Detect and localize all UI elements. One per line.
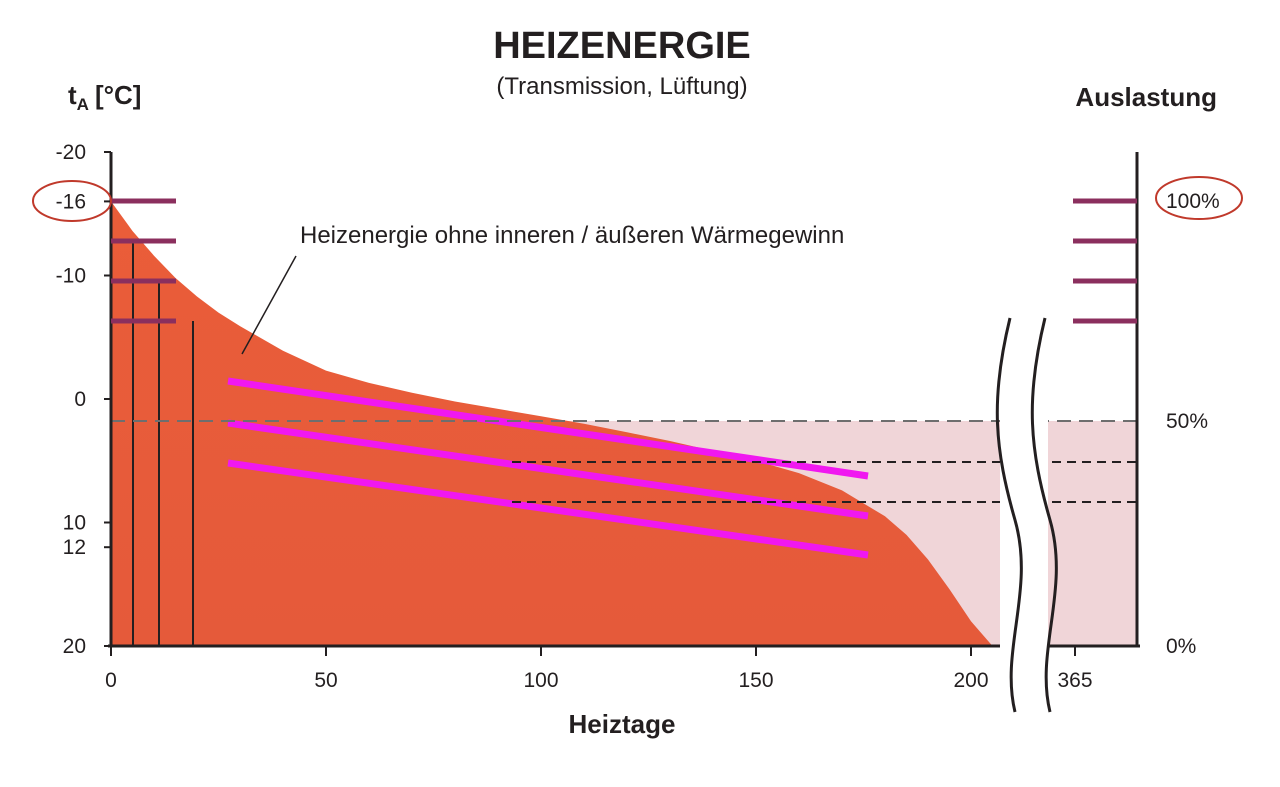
highlight-circle-right bbox=[1155, 176, 1243, 220]
y-left-tick-label-5: 12 bbox=[63, 536, 86, 559]
y-left-axis-unit: [°C] bbox=[95, 80, 142, 110]
magenta-lines bbox=[227, 377, 869, 559]
y-right-tick-labels: 100% 50% 0% bbox=[1166, 190, 1220, 658]
y-right-tick-label-0: 100% bbox=[1166, 190, 1220, 213]
chart-subtitle: (Transmission, Lüftung) bbox=[496, 73, 747, 100]
highlight-circle-left bbox=[32, 180, 112, 222]
y-left-tick-label-2: -10 bbox=[56, 265, 86, 288]
x-tick-label-2: 100 bbox=[523, 669, 558, 692]
magenta-line-2 bbox=[227, 459, 869, 559]
x-tick-labels: 0 50 100 150 200 365 bbox=[105, 669, 1092, 692]
x-tick-label-4: 200 bbox=[953, 669, 988, 692]
y-left-tick-label-6: 20 bbox=[63, 635, 86, 658]
magenta-line-0 bbox=[227, 377, 869, 480]
y-left-tick-label-1: -16 bbox=[56, 190, 86, 213]
x-tick-label-3: 150 bbox=[738, 669, 773, 692]
inner-vertical-lines bbox=[132, 240, 194, 646]
purple-tick-bars bbox=[111, 198, 1137, 324]
magenta-line-1 bbox=[227, 419, 869, 520]
y-left-axis-subscript: A bbox=[77, 95, 89, 114]
y-left-tick-label-4: 10 bbox=[63, 512, 86, 535]
curve-annotation: Heizenergie ohne inneren / äußeren Wärme… bbox=[300, 222, 844, 249]
axis-break-right bbox=[1030, 317, 1058, 713]
y-left-axis-title: tA [°C] bbox=[68, 80, 141, 114]
annotation-leader bbox=[241, 255, 297, 355]
x-tick-label-0: 0 bbox=[105, 669, 117, 692]
chart-title: HEIZENERGIE bbox=[493, 25, 751, 67]
axis-break-left bbox=[995, 317, 1023, 713]
x-tick-marks bbox=[110, 646, 1076, 656]
x-axis-title: Heiztage bbox=[569, 709, 676, 739]
y-left-axis-symbol: t bbox=[68, 80, 77, 110]
x-tick-label-1: 50 bbox=[314, 669, 337, 692]
x-tick-label-5: 365 bbox=[1057, 669, 1092, 692]
y-right-tick-label-2: 0% bbox=[1166, 635, 1196, 658]
heating-energy-area bbox=[111, 201, 993, 646]
y-left-tick-label-3: 0 bbox=[74, 388, 86, 411]
y-left-tick-label-0: -20 bbox=[56, 141, 86, 164]
axis-break-mask bbox=[1000, 310, 1048, 720]
y-right-axis-title: Auslastung bbox=[1075, 82, 1217, 112]
y-right-tick-label-1: 50% bbox=[1166, 410, 1208, 433]
